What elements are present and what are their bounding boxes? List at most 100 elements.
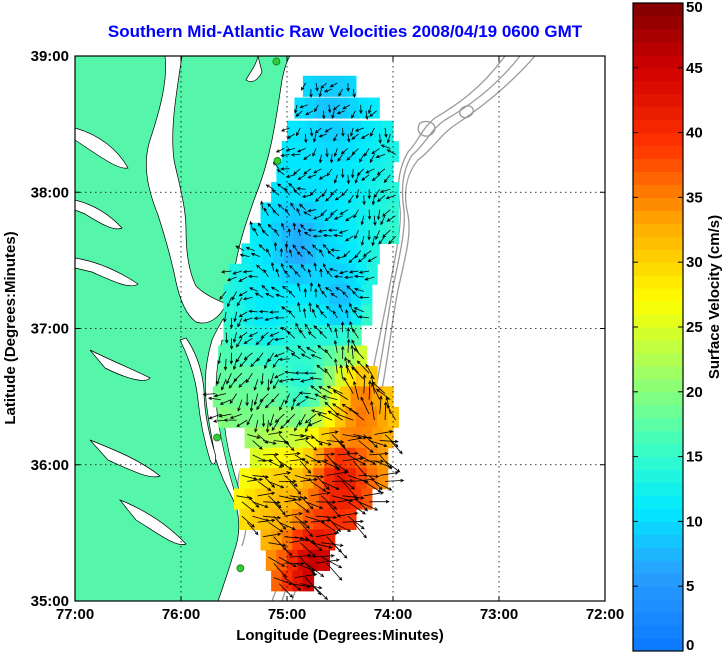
- velocity-arrow: [219, 399, 232, 405]
- velocity-cell: [239, 509, 251, 531]
- velocity-arrow: [250, 358, 259, 368]
- velocity-arrow: [331, 479, 354, 483]
- velocity-arrow: [295, 322, 301, 333]
- velocity-cell: [297, 304, 309, 326]
- velocity-cell: [302, 202, 315, 224]
- velocity-arrow: [307, 174, 317, 179]
- velocity-cell: [265, 304, 277, 326]
- velocity-cell: [297, 427, 309, 449]
- velocity-arrow: [363, 459, 385, 463]
- x-tick-label: 75:00: [268, 606, 306, 623]
- velocity-arrow: [281, 306, 290, 313]
- velocity-arrow: [332, 104, 340, 111]
- velocity-arrow: [246, 413, 253, 426]
- velocity-arrow: [281, 285, 290, 292]
- velocity-arrow: [316, 531, 339, 538]
- velocity-cell: [260, 263, 272, 285]
- velocity-arrow: [305, 440, 318, 451]
- velocity-arrow: [346, 154, 354, 161]
- map-title: Southern Mid-Atlantic Raw Velocities 200…: [107, 22, 583, 41]
- velocity-arrow: [269, 310, 280, 314]
- velocity-arrow: [333, 174, 338, 184]
- velocity-arrow: [321, 542, 344, 547]
- velocity-arrow: [263, 269, 269, 278]
- velocity-arrow: [274, 372, 285, 379]
- velocity-cell: [334, 222, 346, 244]
- velocity-cell: [347, 97, 359, 119]
- velocity-arrow: [336, 110, 345, 115]
- velocity-arrow: [284, 512, 303, 517]
- velocity-cell: [260, 365, 272, 388]
- velocity-arrow: [245, 246, 255, 251]
- velocity-arrow: [312, 148, 317, 157]
- velocity-cell: [302, 141, 315, 163]
- velocity-arrow: [273, 352, 285, 358]
- velocity-arrow: [367, 230, 371, 241]
- velocity-arrow: [348, 407, 365, 421]
- velocity-arrow: [327, 410, 343, 421]
- velocity-arrow: [254, 420, 259, 433]
- velocity-arrow: [278, 556, 297, 568]
- velocity-cell: [239, 263, 251, 285]
- velocity-cell: [292, 182, 304, 204]
- velocity-arrow: [361, 133, 370, 139]
- velocity-arrow: [326, 168, 333, 177]
- colorbar-band: [633, 430, 683, 445]
- velocity-arrow: [337, 154, 343, 162]
- velocity-arrow: [288, 248, 293, 257]
- bays: [75, 56, 263, 545]
- velocity-arrow: [265, 293, 274, 298]
- colorbar-tick-label: 50: [686, 0, 703, 16]
- velocity-arrow: [273, 241, 278, 251]
- velocity-arrow: [316, 558, 341, 564]
- y-axis-label: Latitude (Degrees:Minutes): [2, 231, 19, 424]
- velocity-cell: [302, 447, 315, 469]
- velocity-arrow: [294, 501, 310, 513]
- colorbar-band: [633, 404, 683, 419]
- velocity-cell: [287, 386, 299, 408]
- velocity-arrow: [288, 182, 296, 190]
- velocity-cell: [313, 529, 325, 551]
- velocity-arrow: [300, 378, 311, 383]
- velocity-arrow: [369, 451, 389, 456]
- velocity-arrow: [358, 440, 374, 453]
- velocity-cell: [329, 284, 341, 306]
- velocity-cell: [271, 468, 283, 490]
- velocity-cell: [244, 386, 256, 408]
- velocity-arrow: [246, 521, 259, 536]
- velocity-arrow: [298, 391, 311, 395]
- velocity-arrow: [350, 127, 354, 137]
- velocity-arrow: [333, 133, 338, 142]
- velocity-arrow: [358, 295, 370, 300]
- velocity-arrow: [273, 501, 286, 516]
- velocity-arrow: [333, 274, 343, 279]
- velocity-arrow: [260, 373, 264, 386]
- colorbar-tick-label: 30: [686, 254, 703, 271]
- velocity-cell: [265, 386, 277, 408]
- velocity-arrow: [380, 144, 391, 149]
- velocity-arrow: [368, 104, 372, 115]
- velocity-cell: [260, 345, 272, 367]
- velocity-arrow: [350, 344, 354, 359]
- velocity-cell: [292, 222, 304, 244]
- velocity-arrow: [367, 189, 371, 200]
- velocity-arrow: [386, 215, 396, 222]
- velocity-arrow: [294, 371, 306, 375]
- y-tick-label: 39:00: [31, 48, 69, 65]
- velocity-cell: [382, 120, 394, 142]
- velocity-arrow: [312, 244, 319, 251]
- velocity-cell: [366, 447, 378, 469]
- velocity-arrow: [340, 321, 345, 333]
- velocity-cell: [334, 75, 346, 97]
- velocity-arrow: [353, 380, 359, 400]
- velocity-arrow: [207, 396, 221, 401]
- velocity-cell: [239, 365, 251, 388]
- velocity-cell: [273, 243, 285, 265]
- velocity-cell: [308, 304, 320, 326]
- velocity-cell: [358, 243, 370, 265]
- velocity-arrow: [328, 268, 338, 272]
- velocity-arrow: [352, 328, 359, 339]
- velocity-cell: [234, 325, 246, 347]
- velocity-arrow: [324, 287, 333, 292]
- velocity-arrow: [361, 174, 370, 181]
